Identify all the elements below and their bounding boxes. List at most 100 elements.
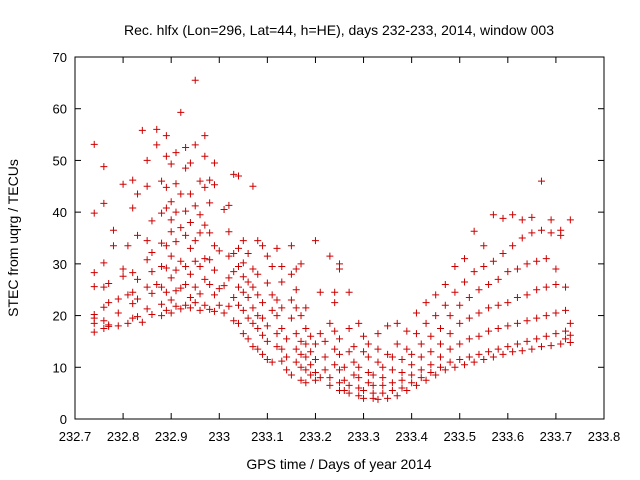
- data-point: [542, 283, 550, 291]
- data-point: [182, 207, 190, 215]
- data-point: [129, 269, 137, 277]
- data-point: [191, 257, 199, 265]
- data-point: [355, 363, 363, 371]
- data-point: [268, 291, 276, 299]
- y-tick-label: 70: [53, 50, 67, 65]
- data-point: [167, 198, 175, 206]
- data-point: [321, 353, 329, 361]
- data-point: [268, 306, 276, 314]
- data-point: [287, 242, 295, 250]
- data-point: [523, 337, 531, 345]
- data-point: [220, 282, 228, 290]
- data-point: [489, 257, 497, 265]
- data-point: [494, 325, 502, 332]
- data-point: [398, 368, 406, 376]
- data-point: [311, 356, 319, 364]
- data-point: [364, 379, 372, 387]
- data-point: [235, 244, 243, 252]
- data-point: [100, 199, 108, 207]
- data-point: [230, 250, 238, 258]
- data-point: [283, 353, 291, 361]
- data-point: [518, 216, 526, 224]
- data-point: [196, 177, 204, 185]
- data-point: [547, 342, 555, 350]
- data-point: [441, 281, 449, 289]
- data-point: [480, 262, 488, 270]
- data-point: [412, 330, 420, 338]
- data-point: [167, 228, 175, 236]
- data-point: [162, 288, 170, 296]
- data-point: [398, 384, 406, 392]
- data-point: [172, 287, 180, 295]
- data-point: [355, 319, 363, 327]
- data-point: [143, 182, 151, 190]
- data-point: [191, 76, 199, 84]
- data-point: [182, 262, 190, 270]
- data-point: [533, 286, 541, 294]
- data-point: [143, 283, 151, 291]
- data-point: [480, 356, 488, 364]
- data-point: [244, 314, 252, 322]
- data-point: [475, 350, 483, 358]
- data-point: [302, 304, 310, 312]
- data-point: [547, 229, 555, 237]
- data-point: [105, 299, 113, 307]
- data-point: [451, 288, 459, 296]
- data-point: [427, 361, 435, 369]
- data-point: [138, 126, 146, 134]
- data-point: [100, 325, 108, 332]
- data-point: [316, 374, 324, 382]
- data-point: [292, 358, 300, 366]
- data-point: [263, 322, 271, 330]
- data-point: [355, 392, 363, 400]
- data-point: [186, 293, 194, 301]
- data-point: [562, 327, 570, 335]
- data-point: [100, 163, 108, 171]
- data-point: [485, 348, 493, 356]
- data-point: [340, 387, 348, 395]
- data-point: [186, 218, 194, 226]
- data-point: [461, 255, 469, 263]
- data-point: [109, 226, 117, 234]
- data-point: [456, 319, 464, 327]
- data-point: [114, 295, 122, 303]
- data-point: [249, 343, 257, 351]
- data-point: [427, 332, 435, 340]
- data-point: [244, 293, 252, 301]
- data-point: [465, 293, 473, 301]
- data-point: [302, 325, 310, 332]
- data-point: [239, 259, 247, 267]
- data-point: [100, 283, 108, 291]
- x-tick-label: 233.1: [251, 429, 284, 444]
- data-point: [345, 389, 353, 397]
- data-point: [412, 309, 420, 317]
- data-point: [465, 314, 473, 322]
- data-point: [182, 144, 190, 151]
- data-point: [278, 304, 286, 312]
- data-point: [177, 284, 185, 292]
- data-point: [340, 363, 348, 371]
- data-point: [417, 366, 425, 374]
- x-tick-label: 233.3: [347, 429, 380, 444]
- data-point: [436, 325, 444, 332]
- data-point: [336, 335, 343, 343]
- data-point: [485, 304, 493, 312]
- data-point: [470, 268, 478, 276]
- data-point: [297, 337, 305, 345]
- data-point: [297, 312, 305, 320]
- data-point: [331, 361, 339, 369]
- x-tick-label: 232.7: [59, 429, 92, 444]
- data-point: [225, 252, 233, 260]
- y-tick-label: 0: [60, 412, 67, 427]
- data-point: [537, 343, 545, 351]
- data-point: [100, 303, 108, 311]
- data-point: [109, 242, 117, 250]
- data-point: [456, 301, 464, 309]
- data-point: [143, 237, 151, 245]
- data-point: [201, 152, 209, 160]
- data-point: [379, 389, 387, 397]
- data-point: [225, 228, 233, 236]
- x-tick-label: 232.8: [107, 429, 140, 444]
- data-point: [518, 347, 526, 355]
- data-point: [186, 304, 194, 312]
